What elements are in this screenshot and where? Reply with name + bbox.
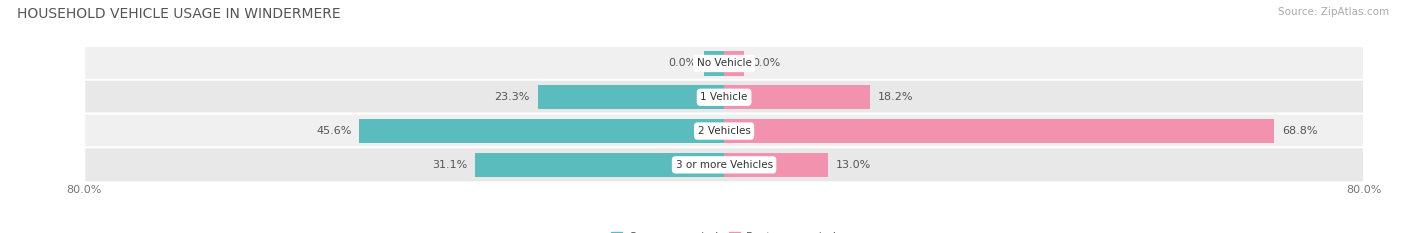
- Bar: [704, 51, 724, 76]
- Bar: [475, 153, 724, 177]
- Text: 0.0%: 0.0%: [752, 58, 780, 69]
- Bar: [360, 119, 724, 143]
- Text: 23.3%: 23.3%: [495, 92, 530, 102]
- Text: 0.0%: 0.0%: [668, 58, 696, 69]
- Bar: [724, 119, 1274, 143]
- Text: 31.1%: 31.1%: [432, 160, 467, 170]
- Bar: [724, 153, 828, 177]
- Text: 1 Vehicle: 1 Vehicle: [700, 92, 748, 102]
- Text: 2 Vehicles: 2 Vehicles: [697, 126, 751, 136]
- Text: 45.6%: 45.6%: [316, 126, 352, 136]
- Bar: [724, 85, 870, 110]
- Bar: [537, 85, 724, 110]
- FancyBboxPatch shape: [84, 147, 1364, 182]
- Text: 3 or more Vehicles: 3 or more Vehicles: [675, 160, 773, 170]
- Text: 68.8%: 68.8%: [1282, 126, 1317, 136]
- Legend: Owner-occupied, Renter-occupied: Owner-occupied, Renter-occupied: [607, 227, 841, 233]
- Text: HOUSEHOLD VEHICLE USAGE IN WINDERMERE: HOUSEHOLD VEHICLE USAGE IN WINDERMERE: [17, 7, 340, 21]
- Text: Source: ZipAtlas.com: Source: ZipAtlas.com: [1278, 7, 1389, 17]
- FancyBboxPatch shape: [84, 46, 1364, 81]
- FancyBboxPatch shape: [84, 113, 1364, 149]
- FancyBboxPatch shape: [84, 80, 1364, 115]
- Text: No Vehicle: No Vehicle: [696, 58, 752, 69]
- Text: 18.2%: 18.2%: [877, 92, 912, 102]
- Bar: [724, 51, 744, 76]
- Text: 13.0%: 13.0%: [837, 160, 872, 170]
